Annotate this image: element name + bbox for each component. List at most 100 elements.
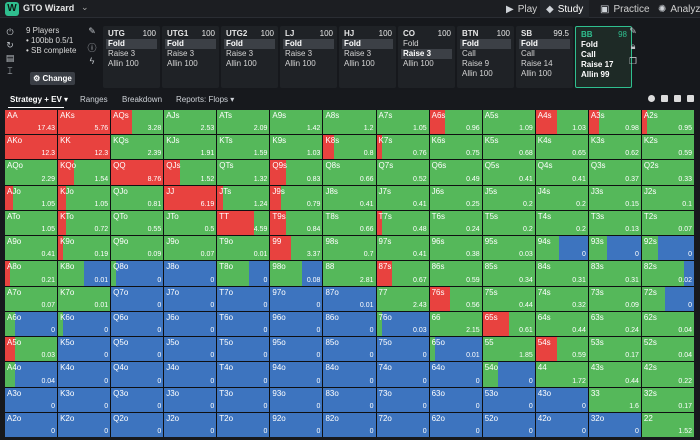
hand-cell[interactable]: Q6s 0.49 (429, 160, 482, 185)
hand-cell[interactable]: J6o 0 (164, 311, 217, 337)
hand-cell[interactable]: 93o 0 (270, 387, 323, 412)
hand-cell[interactable]: A2o 0 (5, 412, 58, 437)
app-title[interactable]: GTO Wizard (23, 3, 75, 13)
action-option[interactable]: Allin 100 (226, 59, 257, 68)
hand-cell[interactable]: A9s 1.42 (270, 110, 323, 135)
hand-cell[interactable]: A4s 1.03 (535, 110, 588, 135)
hand-cell[interactable]: K2s 0.59 (641, 135, 694, 160)
hand-cell[interactable]: AKo 12.3 (5, 135, 58, 160)
hand-cell[interactable]: 52s 0.04 (641, 337, 694, 362)
hand-cell[interactable]: A4o 0.04 (5, 362, 58, 387)
tab-ranges[interactable]: Ranges (80, 95, 108, 104)
action-option[interactable]: Fold (342, 39, 393, 49)
hand-cell[interactable]: A5s 1.09 (482, 110, 535, 135)
hand-cell[interactable]: QJo 0.81 (111, 185, 164, 210)
hand-cell[interactable]: KTo 0.72 (58, 210, 111, 236)
hand-cell[interactable]: 85s 0.34 (482, 261, 535, 286)
hand-cell[interactable]: T2s 0.07 (641, 210, 694, 236)
tab-reports-flops[interactable]: Reports: Flops ▾ (176, 95, 235, 104)
action-option[interactable]: Fold (403, 39, 419, 48)
hand-cell[interactable]: K9s 1.03 (270, 135, 323, 160)
hand-cell[interactable]: 66 2.15 (429, 311, 482, 337)
hand-cell[interactable]: K8s 0.8 (323, 135, 376, 160)
hand-cell[interactable]: Q7o 0 (111, 286, 164, 311)
hand-cell[interactable]: J3o 0 (164, 387, 217, 412)
hand-cell[interactable]: KJo 1.05 (58, 185, 111, 210)
hand-cell[interactable]: K4s 0.65 (535, 135, 588, 160)
action-option[interactable]: Raise 3 (108, 49, 136, 58)
action-option[interactable]: Raise 3 (167, 49, 195, 58)
hand-cell[interactable]: 98o 0.08 (270, 261, 323, 286)
hand-cell[interactable]: 94s 0 (535, 236, 588, 261)
action-option[interactable]: Allin 100 (344, 59, 375, 68)
hand-cell[interactable]: T5s 0.2 (482, 210, 535, 236)
hand-cell[interactable]: Q5s 0.41 (482, 160, 535, 185)
action-option[interactable]: Fold (460, 39, 511, 49)
hand-cell[interactable]: K3o 0 (58, 387, 111, 412)
hand-cell[interactable]: K5s 0.68 (482, 135, 535, 160)
hand-cell[interactable]: 92s 0 (641, 236, 694, 261)
hand-cell[interactable]: AJs 2.53 (164, 110, 217, 135)
hand-cell[interactable]: 44 1.72 (535, 362, 588, 387)
hand-cell[interactable]: ATo 1.05 (5, 210, 58, 236)
hand-cell[interactable]: Q7s 0.52 (376, 160, 429, 185)
hand-cell[interactable]: T8s 0.66 (323, 210, 376, 236)
hand-cell[interactable]: Q4s 0.41 (535, 160, 588, 185)
action-option[interactable]: Raise 17 (581, 60, 614, 69)
hand-cell[interactable]: 93s 0 (588, 236, 641, 261)
hand-cell[interactable]: 64o 0 (429, 362, 482, 387)
hand-cell[interactable]: 95s 0.03 (482, 236, 535, 261)
hand-cell[interactable]: 62o 0 (429, 412, 482, 437)
square-view-icon[interactable] (661, 95, 668, 102)
copy-icon[interactable]: ❐ (628, 56, 638, 66)
hand-cell[interactable]: QJs 1.52 (164, 160, 217, 185)
hand-cell[interactable]: A3s 0.98 (588, 110, 641, 135)
action-option[interactable]: Allin 100 (403, 59, 434, 68)
position-card-lj[interactable]: LJ 100 Fold Raise 3 Allin 100 (280, 26, 337, 88)
contrast-icon[interactable] (648, 95, 655, 102)
hand-cell[interactable]: JJ 6.19 (164, 185, 217, 210)
hand-cell[interactable]: T4s 0.2 (535, 210, 588, 236)
hand-cell[interactable]: 55 1.85 (482, 337, 535, 362)
grid-view-icon[interactable] (674, 95, 681, 102)
hand-cell[interactable]: J4s 0.2 (535, 185, 588, 210)
position-card-btn[interactable]: BTN 100 Fold Call Raise 9 Allin 100 (457, 26, 514, 88)
action-option[interactable]: Allin 100 (167, 59, 198, 68)
chevron-down-icon[interactable]: ⌄ (81, 2, 89, 12)
position-card-utg2[interactable]: UTG2 100 Fold Raise 3 Allin 100 (221, 26, 278, 88)
hand-cell[interactable]: A8s 1.2 (323, 110, 376, 135)
hand-cell[interactable]: TT 4.59 (217, 210, 270, 236)
hand-cell[interactable]: K5o 0 (58, 337, 111, 362)
hand-cell[interactable]: 84s 0.31 (535, 261, 588, 286)
refresh-icon[interactable]: ↻ (6, 40, 14, 50)
action-option[interactable]: Fold (519, 39, 570, 49)
change-button[interactable]: ⚙ Change (30, 72, 75, 85)
hand-cell[interactable]: A6o 0 (5, 311, 58, 337)
hand-cell[interactable]: T3s 0.13 (588, 210, 641, 236)
hand-cell[interactable]: 73s 0.09 (588, 286, 641, 311)
hand-cell[interactable]: 22 1.52 (641, 412, 694, 437)
hand-cell[interactable]: AQs 3.28 (111, 110, 164, 135)
hand-cell[interactable]: AJo 1.05 (5, 185, 58, 210)
hand-cell[interactable]: J9o 0.07 (164, 236, 217, 261)
action-option[interactable]: Fold (165, 39, 216, 49)
hand-cell[interactable]: 65o 0.01 (429, 337, 482, 362)
hand-cell[interactable]: 95o 0 (270, 337, 323, 362)
lightning-icon[interactable]: ϟ (89, 56, 95, 66)
hand-cell[interactable]: A3o 0 (5, 387, 58, 412)
action-option[interactable]: Fold (581, 40, 598, 49)
hand-cell[interactable]: JTo 0.5 (164, 210, 217, 236)
hand-cell[interactable]: K6s 0.75 (429, 135, 482, 160)
hand-cell[interactable]: 83o 0 (323, 387, 376, 412)
hand-cell[interactable]: 75s 0.44 (482, 286, 535, 311)
hand-cell[interactable]: AKs 5.76 (58, 110, 111, 135)
hand-cell[interactable]: K7o 0.01 (58, 286, 111, 311)
hand-cell[interactable]: J9s 0.79 (270, 185, 323, 210)
nav-study[interactable]: ◆ Study (540, 0, 590, 18)
hand-cell[interactable]: Q4o 0 (111, 362, 164, 387)
hand-cell[interactable]: 32o 0 (588, 412, 641, 437)
action-option[interactable]: Raise 3 (226, 49, 254, 58)
fullscreen-icon[interactable] (687, 95, 694, 102)
hand-cell[interactable]: QQ 8.76 (111, 160, 164, 185)
hand-cell[interactable]: 96o 0 (270, 311, 323, 337)
